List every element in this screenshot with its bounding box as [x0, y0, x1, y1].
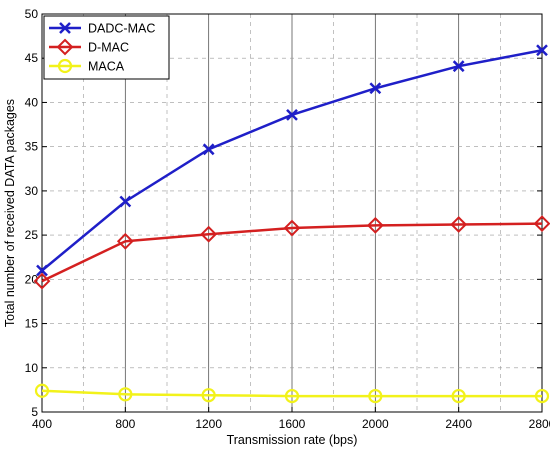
data-point: [284, 388, 300, 404]
data-point: [451, 388, 466, 404]
legend-label: DADC-MAC: [88, 22, 155, 36]
data-point: [201, 388, 216, 403]
series-d-mac: [33, 215, 550, 290]
y-tick-label: 20: [25, 272, 39, 286]
series-dadc-mac: [36, 44, 548, 277]
data-point: [283, 219, 301, 237]
y-axis-title: Total number of received DATA packages: [3, 99, 17, 327]
legend-label: D-MAC: [88, 41, 129, 55]
legend-label: MACA: [88, 60, 125, 74]
x-tick-label: 1200: [195, 417, 222, 431]
y-tick-label: 5: [31, 405, 38, 419]
data-point: [450, 216, 468, 233]
x-tick-label: 1600: [279, 417, 306, 431]
x-tick-label: 2800: [529, 417, 550, 431]
data-point: [119, 195, 132, 208]
x-tick-label: 800: [115, 417, 135, 431]
legend-marker: [56, 38, 74, 56]
data-point: [534, 388, 550, 404]
series-line: [41, 389, 542, 398]
data-point: [368, 388, 383, 404]
x-axis-title: Transmission rate (bps): [227, 433, 358, 447]
legend-marker: [59, 22, 71, 34]
y-tick-label: 35: [25, 140, 39, 154]
series-maca: [34, 383, 550, 404]
data-point: [33, 272, 51, 290]
y-tick-label: 45: [25, 51, 39, 65]
data-point: [118, 387, 133, 402]
data-point: [286, 108, 298, 121]
data-point: [36, 264, 48, 277]
y-tick-label: 10: [25, 361, 39, 375]
data-point: [452, 60, 465, 73]
data-point: [536, 44, 548, 57]
y-tick-label: 40: [25, 95, 39, 109]
data-point: [366, 216, 384, 234]
y-tick-label: 30: [25, 184, 39, 198]
x-tick-label: 400: [32, 417, 52, 431]
y-tick-label: 15: [25, 317, 39, 331]
series-group: [33, 44, 550, 404]
legend: DADC-MAC D-MAC MACA: [43, 15, 170, 80]
legend-item: DADC-MAC: [49, 22, 155, 36]
series-line: [41, 222, 543, 283]
axis-ticks: 400 800 1200 1600 2000 2400 2800 5 10 15 20 25 30 35 4…: [25, 7, 550, 431]
legend-item: D-MAC: [49, 38, 129, 56]
data-point: [202, 143, 215, 156]
x-tick-label: 2000: [362, 417, 389, 431]
data-point: [200, 225, 218, 243]
legend-marker: [57, 58, 73, 74]
data-point: [533, 215, 550, 233]
data-point: [34, 383, 50, 398]
x-tick-label: 2400: [445, 417, 472, 431]
data-point: [369, 82, 382, 95]
y-tick-label: 25: [25, 228, 39, 242]
data-point: [116, 232, 134, 250]
y-tick-label: 50: [25, 7, 39, 21]
legend-item: MACA: [49, 58, 125, 74]
